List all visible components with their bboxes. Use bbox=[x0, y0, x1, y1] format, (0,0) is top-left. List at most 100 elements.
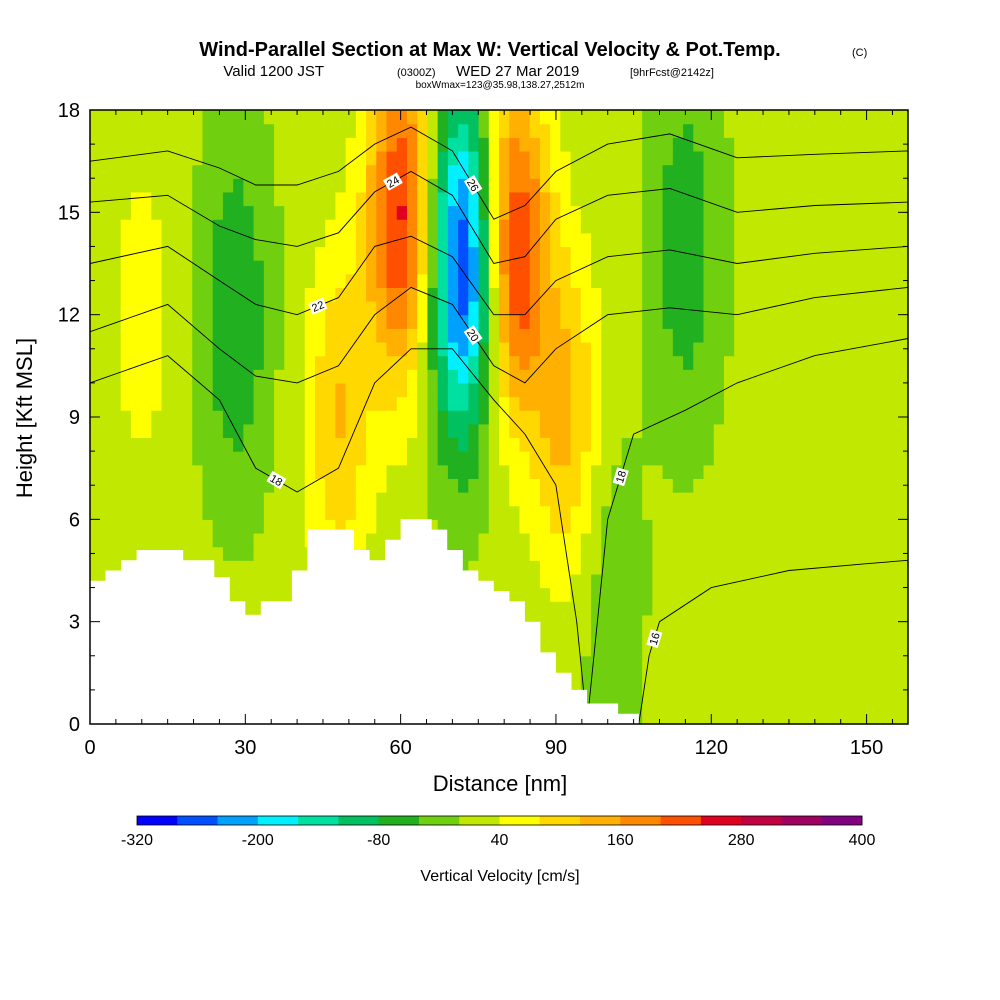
w-cell bbox=[570, 341, 582, 357]
w-cell bbox=[253, 410, 265, 425]
w-cell bbox=[192, 150, 204, 166]
w-cell bbox=[897, 219, 908, 234]
w-cell bbox=[734, 655, 746, 671]
w-cell bbox=[499, 546, 510, 561]
w-cell bbox=[386, 382, 398, 398]
w-cell bbox=[621, 696, 633, 711]
w-cell bbox=[519, 573, 531, 589]
w-cell bbox=[631, 328, 643, 343]
w-cell bbox=[805, 123, 817, 138]
w-cell bbox=[519, 314, 531, 329]
w-cell bbox=[376, 314, 388, 329]
w-cell bbox=[120, 314, 132, 329]
w-cell bbox=[631, 219, 643, 234]
w-cell bbox=[396, 314, 408, 329]
w-cell bbox=[795, 655, 807, 671]
w-cell bbox=[785, 614, 797, 630]
w-cell bbox=[263, 355, 275, 370]
w-cell bbox=[376, 246, 388, 261]
w-cell bbox=[580, 314, 592, 329]
w-cell bbox=[805, 314, 817, 329]
w-cell bbox=[90, 519, 101, 534]
w-cell bbox=[846, 110, 858, 125]
w-cell bbox=[274, 273, 285, 288]
w-cell bbox=[805, 696, 817, 711]
w-cell bbox=[703, 260, 715, 275]
w-cell bbox=[447, 396, 459, 411]
w-cell bbox=[723, 273, 735, 288]
w-cell bbox=[519, 164, 531, 179]
w-cell bbox=[529, 137, 541, 152]
w-cell bbox=[856, 546, 868, 561]
w-cell bbox=[100, 273, 112, 288]
w-cell bbox=[754, 396, 766, 411]
w-cell bbox=[785, 150, 797, 166]
w-cell bbox=[867, 683, 878, 698]
w-cell bbox=[867, 451, 878, 466]
w-cell bbox=[887, 123, 899, 138]
w-cell bbox=[826, 505, 838, 520]
w-cell bbox=[826, 710, 838, 724]
w-cell bbox=[100, 301, 112, 316]
w-cell bbox=[805, 628, 817, 643]
w-cell bbox=[631, 314, 643, 329]
w-cell bbox=[703, 642, 715, 657]
w-cell bbox=[703, 614, 715, 630]
w-cell bbox=[100, 355, 112, 370]
w-cell bbox=[754, 683, 766, 698]
w-cell bbox=[437, 287, 449, 302]
w-cell bbox=[672, 355, 684, 370]
w-cell bbox=[631, 532, 643, 548]
w-cell bbox=[468, 191, 480, 207]
w-cell bbox=[202, 314, 214, 329]
w-cell bbox=[591, 110, 602, 125]
w-cell bbox=[631, 150, 643, 166]
w-cell bbox=[683, 560, 694, 575]
w-cell bbox=[212, 191, 224, 207]
w-cell bbox=[529, 341, 541, 357]
w-cell bbox=[754, 410, 766, 425]
w-cell bbox=[427, 437, 439, 452]
w-cell bbox=[683, 423, 694, 439]
w-cell bbox=[815, 123, 827, 138]
w-cell bbox=[212, 110, 224, 125]
w-cell bbox=[815, 478, 827, 493]
w-cell bbox=[519, 301, 531, 316]
w-cell bbox=[499, 205, 510, 220]
w-cell bbox=[376, 110, 388, 125]
w-cell bbox=[683, 669, 694, 684]
w-cell bbox=[294, 519, 306, 534]
w-cell bbox=[141, 492, 152, 507]
w-cell bbox=[100, 451, 112, 466]
w-cell bbox=[631, 669, 643, 684]
w-cell bbox=[509, 478, 521, 493]
w-cell bbox=[867, 628, 878, 643]
w-cell bbox=[601, 423, 613, 439]
w-cell bbox=[785, 696, 797, 711]
w-cell bbox=[580, 560, 592, 575]
w-cell bbox=[897, 519, 908, 534]
w-cell bbox=[519, 150, 531, 166]
w-cell bbox=[723, 355, 735, 370]
w-cell bbox=[662, 369, 674, 384]
w-cell bbox=[683, 287, 694, 302]
theta-label-text: 18 bbox=[614, 469, 629, 484]
w-cell bbox=[601, 601, 613, 616]
w-cell bbox=[427, 150, 439, 166]
w-cell bbox=[243, 573, 255, 589]
w-cell bbox=[488, 328, 500, 343]
w-cell bbox=[314, 382, 326, 398]
w-cell bbox=[182, 260, 193, 275]
w-cell bbox=[366, 219, 377, 234]
w-cell bbox=[243, 246, 255, 261]
w-cell bbox=[100, 328, 112, 343]
w-cell bbox=[754, 164, 766, 179]
w-cell bbox=[396, 205, 408, 220]
w-cell bbox=[856, 532, 868, 548]
w-cell bbox=[488, 164, 500, 179]
w-cell bbox=[805, 451, 817, 466]
w-cell bbox=[754, 382, 766, 398]
w-cell bbox=[591, 260, 602, 275]
w-cell bbox=[263, 532, 275, 548]
w-cell bbox=[775, 369, 786, 384]
